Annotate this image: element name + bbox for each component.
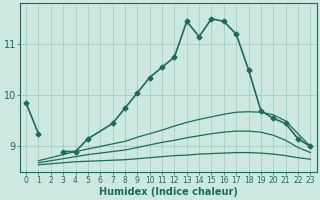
X-axis label: Humidex (Indice chaleur): Humidex (Indice chaleur) <box>99 187 238 197</box>
